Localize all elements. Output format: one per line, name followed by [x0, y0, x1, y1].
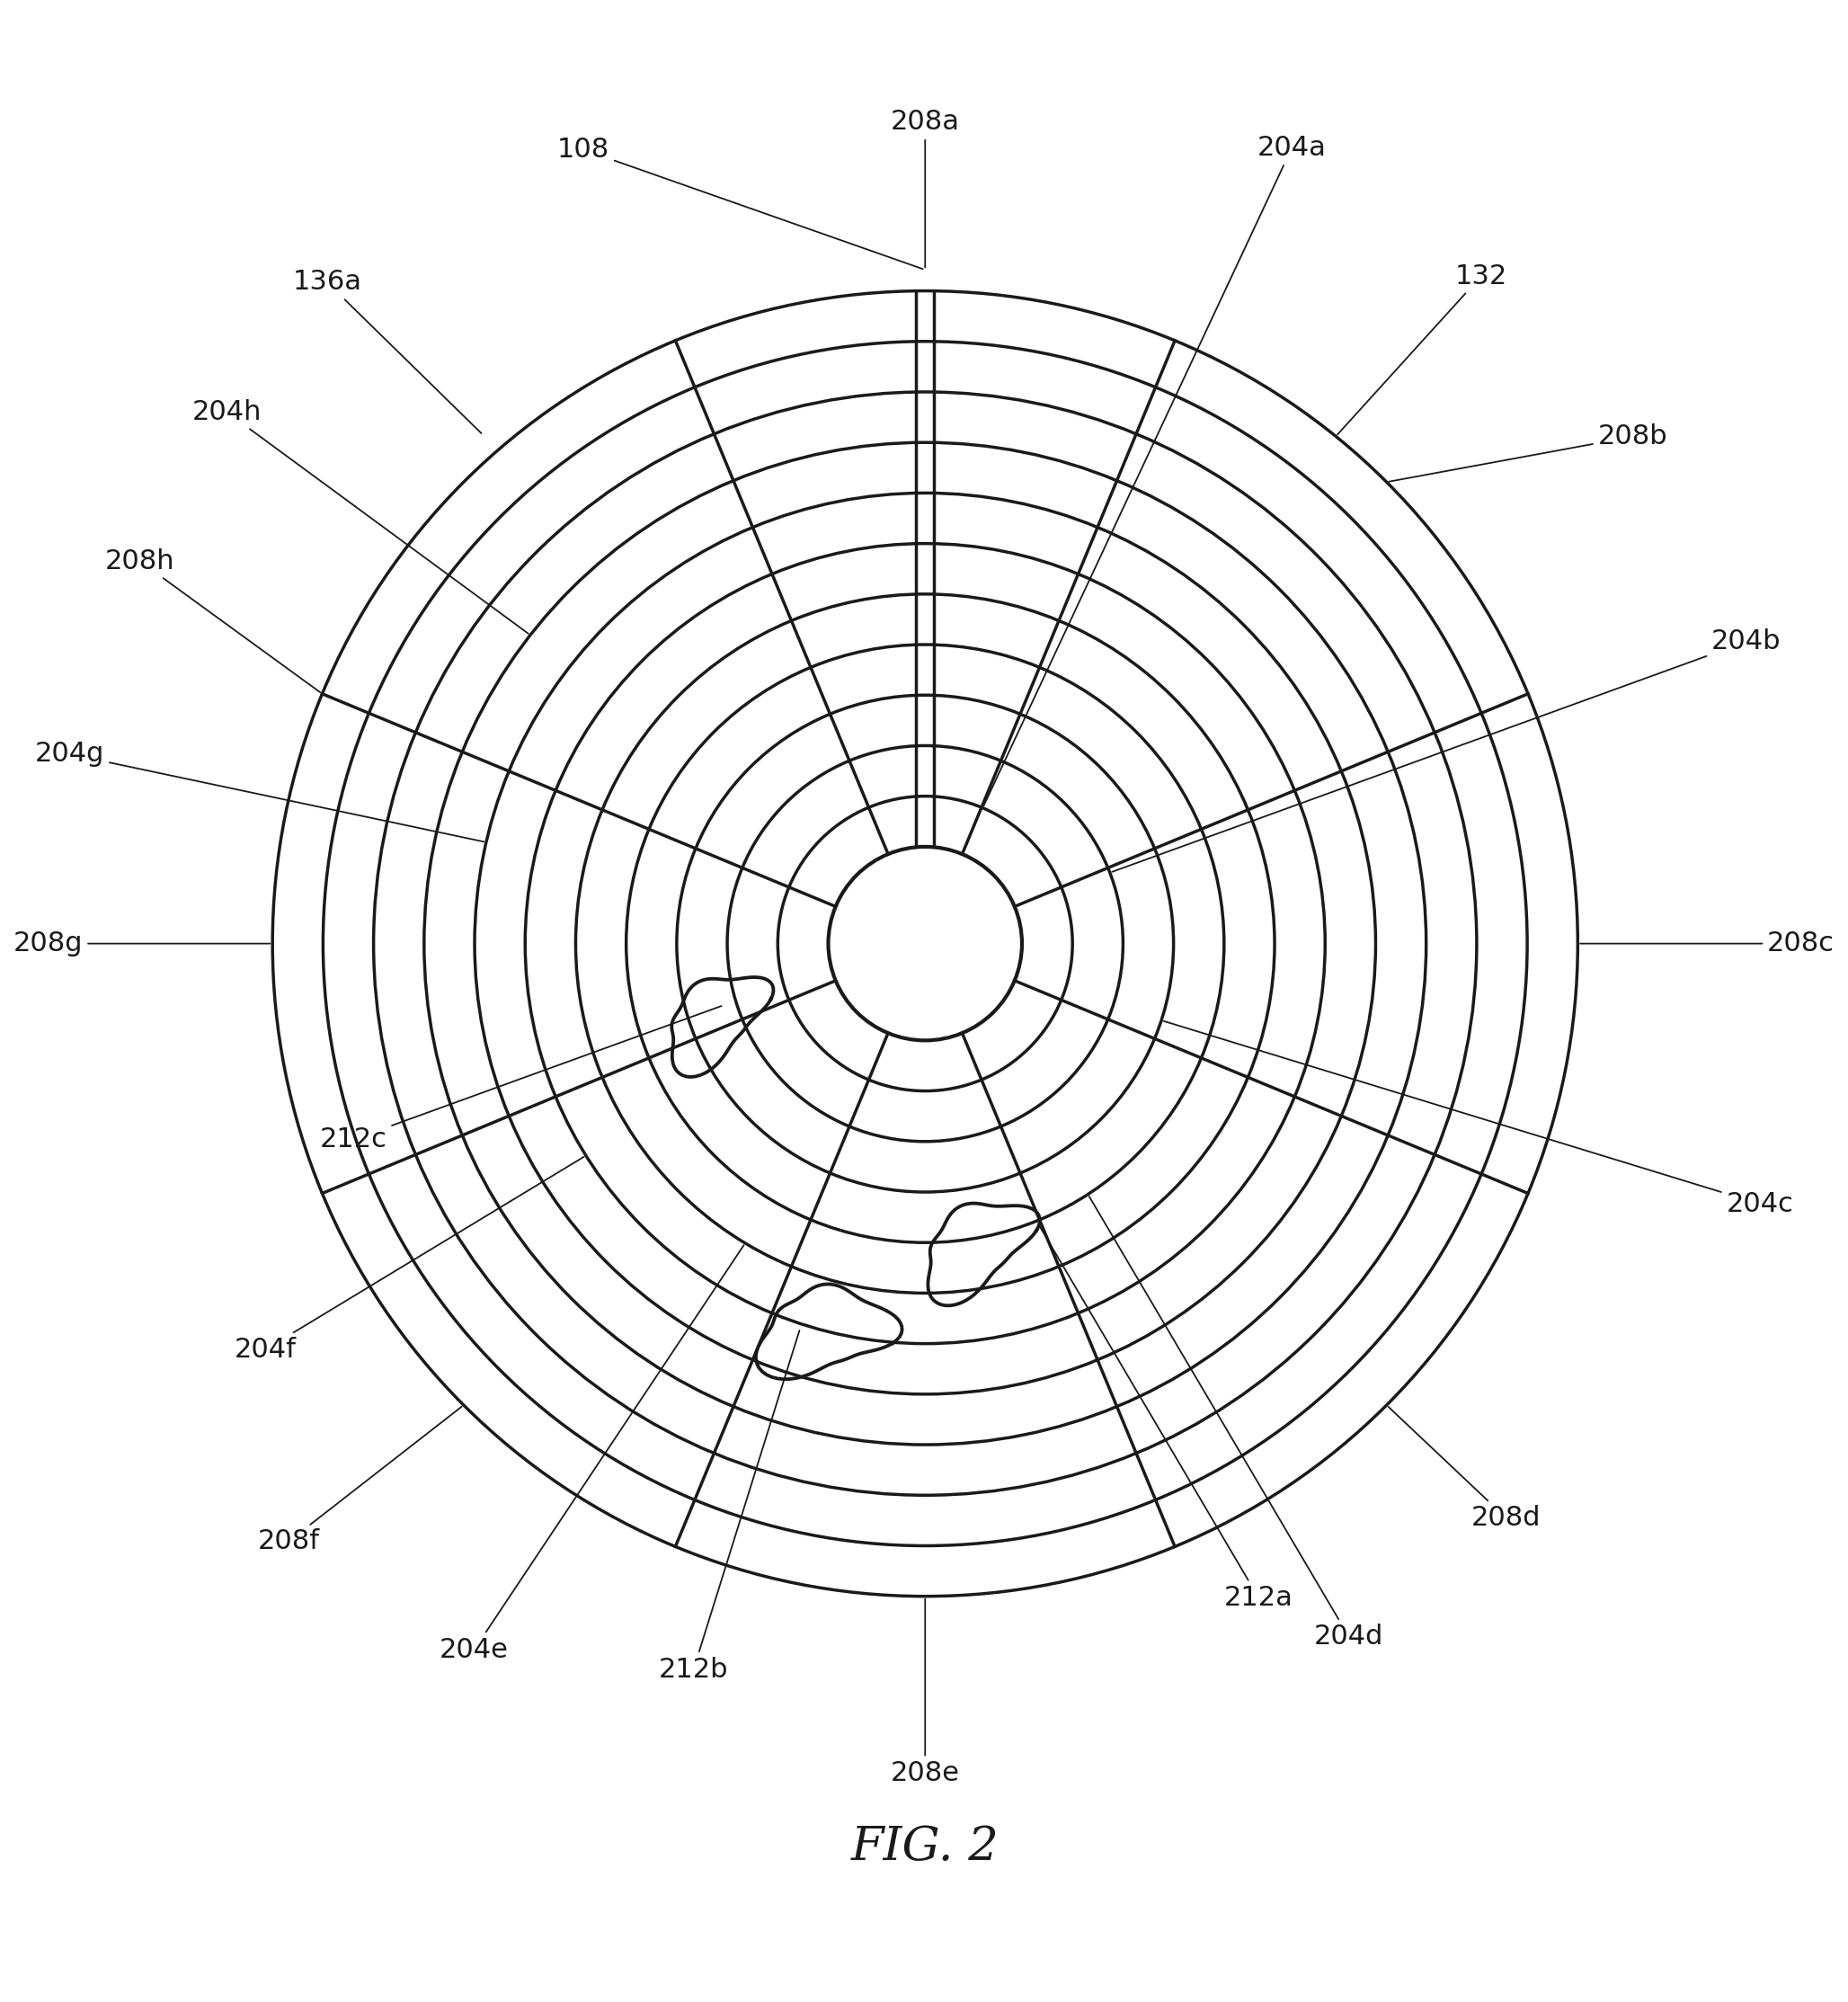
Text: 204f: 204f	[235, 1157, 584, 1363]
Text: 204b: 204b	[1112, 629, 1781, 871]
Text: 212b: 212b	[658, 1331, 800, 1682]
Text: 208g: 208g	[13, 931, 270, 957]
Text: 204h: 204h	[192, 398, 529, 633]
Circle shape	[828, 847, 1022, 1041]
Text: 208a: 208a	[891, 108, 959, 268]
Text: 204e: 204e	[440, 1245, 743, 1664]
Text: 208d: 208d	[1388, 1407, 1541, 1532]
Text: 208f: 208f	[257, 1407, 462, 1556]
Text: 204g: 204g	[35, 741, 484, 841]
Text: 204c: 204c	[1164, 1021, 1793, 1217]
Text: 212a: 212a	[1040, 1227, 1294, 1612]
Text: 208h: 208h	[105, 549, 320, 693]
Text: 108: 108	[558, 136, 922, 268]
Text: 208e: 208e	[891, 1600, 959, 1786]
Text: FIG. 2: FIG. 2	[852, 1824, 1000, 1870]
Text: 208c: 208c	[1580, 931, 1835, 957]
Text: 136a: 136a	[292, 268, 480, 432]
Text: 204d: 204d	[1088, 1197, 1384, 1650]
Text: 212c: 212c	[320, 1005, 721, 1153]
Text: 132: 132	[1338, 262, 1508, 434]
Text: 204a: 204a	[983, 134, 1327, 805]
Text: 208b: 208b	[1390, 424, 1667, 482]
